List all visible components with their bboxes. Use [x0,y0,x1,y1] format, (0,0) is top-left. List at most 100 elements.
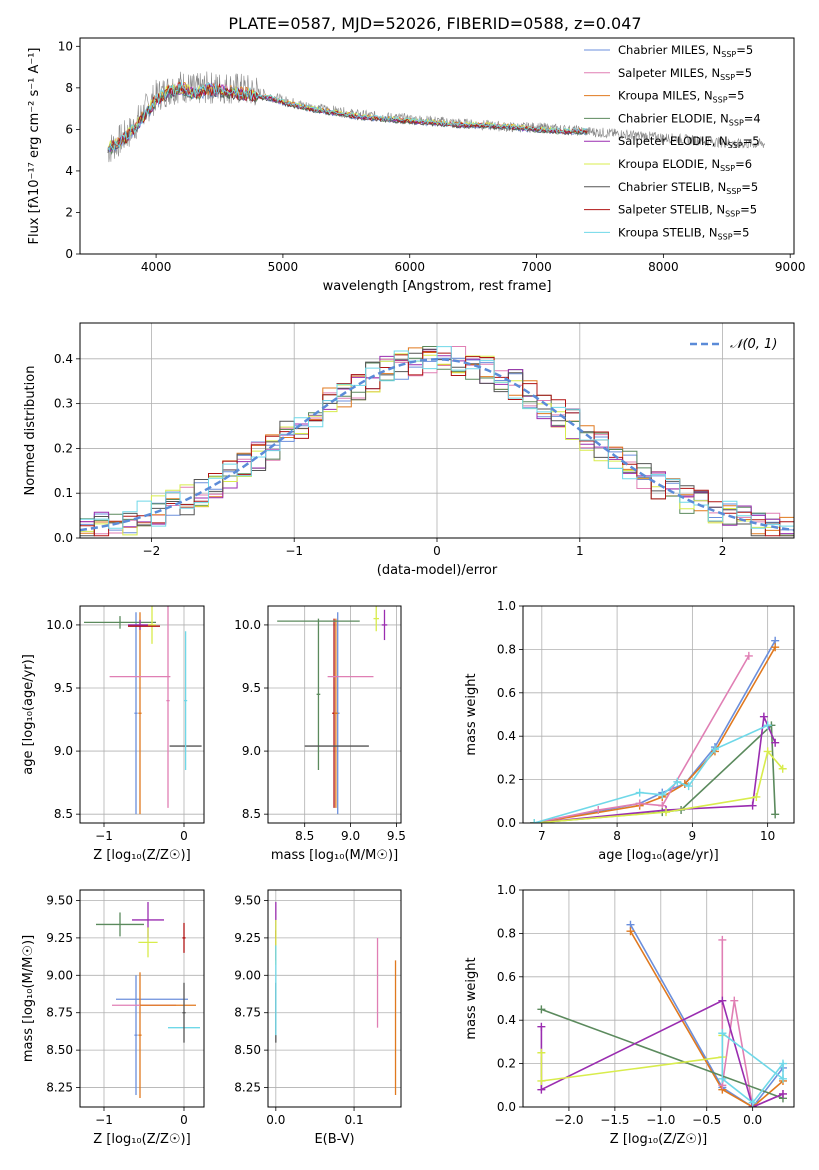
legend-tail: =5 [743,134,760,148]
legend-sub: SSP [726,187,741,196]
legend-sub: SSP [720,164,735,173]
y-tick-label: 0.6 [497,970,516,984]
y-tick-label: 0.4 [497,1013,516,1027]
errorbars [277,606,388,815]
weight-lines [530,636,787,823]
model-spectrum-line [107,85,588,155]
weight-series-line [629,924,784,1107]
x-tick-label: −2 [143,544,161,558]
panel-residuals: −2 −1 0 1 2 0.0 0.1 0.2 0.3 0.4 (data-model)/error… [23,322,795,578]
weight-point-marker [771,738,780,747]
weight-point-marker [658,790,667,799]
y-tick-label: 8.50 [234,1043,261,1057]
legend-entry: Chabrier MILES, NSSP=5 [618,43,753,59]
legend-sub: SSP [728,141,743,150]
x-axis-label: wavelength [Angstrom, rest frame] [323,279,552,294]
weight-point-marker [594,805,603,814]
weight-series-line [534,724,769,823]
weight-series-line [534,646,776,823]
weight-point-marker [635,799,644,808]
weight-point-marker [537,1076,546,1085]
weight-series-line [629,930,784,1107]
y-tick-label: 0.2 [497,773,516,787]
y-axis-label: mass [log₁₀(M/M☉)] [21,935,36,1062]
legend-entry: Chabrier ELODIE, NSSP=4 [618,111,761,127]
legend-tail: =4 [744,111,761,125]
legend-sub: SSP [729,118,744,127]
y-tick-label: 10 [58,39,73,53]
y-tick-label: 0.2 [54,441,73,455]
legend-text: Kroupa STELIB, N [618,225,718,239]
x-tick-label: 9 [689,829,697,843]
x-tick-label: 6000 [394,260,425,274]
weight-point-marker [718,996,727,1005]
y-tick-label: 8.25 [46,1081,73,1095]
weight-point-marker [752,792,761,801]
figure-title: PLATE=0587, MJD=52026, FIBERID=0588, z=0… [228,14,641,33]
weight-point-marker [763,747,772,756]
y-tick-label: 0.3 [54,397,73,411]
y-tick-label: 6 [65,122,73,136]
y-tick-label: 0.2 [497,1057,516,1071]
x-tick-label: 4000 [141,260,172,274]
weight-point-marker [771,810,780,819]
y-tick-label: 8.75 [234,1006,261,1020]
x-axis-label: age [log₁₀(age/yr)] [598,848,719,863]
legend-text: Salpeter ELODIE, N [618,134,728,148]
legend-entry: Salpeter STELIB, NSSP=5 [618,203,757,219]
weight-point-marker [718,935,727,944]
weight-series-line [534,713,776,823]
weight-point-marker [748,801,757,810]
model-spectrum-line [107,83,588,150]
legend-tail: =5 [735,66,752,80]
y-tick-label: 8.5 [54,807,73,821]
x-axis-label: E(B-V) [314,1132,354,1147]
weight-point-marker [537,1048,546,1057]
weight-series-line [721,1032,784,1104]
y-tick-label: 9.50 [46,893,73,907]
panels: 4000 5000 6000 7000 8000 90000246810wavelengt… [21,37,805,1147]
axes-frame [79,605,205,824]
legend-entry: Salpeter MILES, NSSP=5 [618,66,752,82]
x-axis-label: Z [log₁₀(Z/Z☉)] [610,1132,707,1147]
x-tick-label: 8000 [648,260,679,274]
panel-age-vs-Z: −1 0 8.5 9.0 9.5 10.0 Z [log₁₀(Z/Z☉)] age [log₁… [21,605,205,863]
y-tick-label: 10.0 [46,618,73,632]
weight-point-marker [635,788,644,797]
legend-text: Kroupa ELODIE, N [618,157,720,171]
axes-frame [522,889,795,1108]
x-tick-label: 0.0 [266,1113,285,1127]
y-tick-label: 9.00 [46,968,73,982]
weight-point-marker [778,1059,787,1068]
weight-point-marker [778,1074,787,1083]
legend-entry: Chabrier STELIB, NSSP=5 [618,180,758,196]
y-tick-label: 4 [65,164,73,178]
legend-entry: Salpeter ELODIE, NSSP=5 [618,134,760,150]
axes-frame [267,889,402,1108]
y-tick-label: 0.4 [497,729,516,743]
legend-tail: =5 [740,203,757,217]
legend-text: Chabrier MILES, N [618,43,721,57]
y-axis-label: Flux [fλ10⁻¹⁷ erg cm⁻² s⁻¹ A⁻¹] [27,48,42,245]
legend-sub: SSP [721,50,736,59]
y-tick-label: 0.6 [497,686,516,700]
legend-text: Salpeter MILES, N [618,66,720,80]
panel-age-vs-mass: 8.5 9.0 9.5 8.5 9.0 9.5 10.0 mass [log₁₀(M/M☉)] [234,605,406,863]
y-tick-label: 9.5 [242,681,261,695]
panel-weight-vs-age: 7 8 9 10 0.0 0.2 0.4 0.6 0.8 1.0 age [log₁₀(age/yr… [464,599,795,863]
axes-frame [79,37,795,255]
legend-tail: =5 [736,43,753,57]
y-tick-label: 0.8 [497,926,516,940]
y-tick-label: 0 [65,247,73,261]
panel-spectrum: 4000 5000 6000 7000 8000 9000 0 2 4 6 8 10 wavelengt… [27,37,805,294]
weight-point-marker [718,1029,727,1038]
weight-point-marker [684,782,693,791]
panel-weight-vs-Z: −2.0 −1.5 −1.0 −0.5 0.0 0.0 0.2 0.4 0.6 0.8 1.0 Z [… [464,883,795,1147]
model-spectrum-line [107,81,588,153]
weight-point-marker [718,1074,727,1083]
axes-frame [79,322,795,539]
spectrum-lines [107,71,766,163]
y-tick-label: 8.50 [46,1043,73,1057]
x-axis-label: Z [log₁₀(Z/Z☉)] [93,1132,190,1147]
